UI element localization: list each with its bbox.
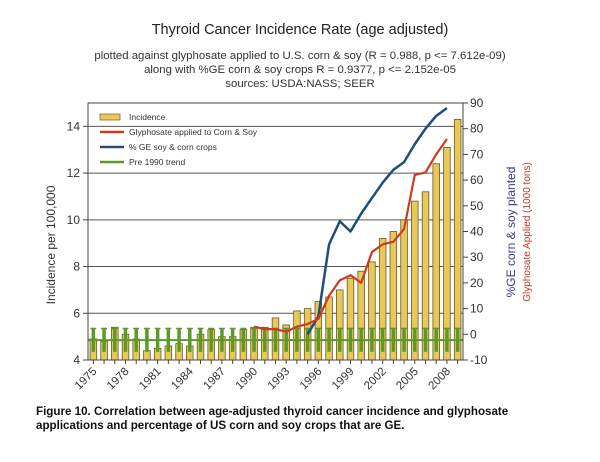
caption-line-2: applications and percentage of US corn a… (36, 419, 405, 432)
bar-incidence (143, 350, 151, 361)
legend-label-ge: % GE soy & corn crops (129, 142, 217, 152)
right-tick-label: 0 (470, 327, 477, 341)
x-tick-label: 1981 (137, 366, 164, 393)
left-axis: 4 6 8 10 12 14 (67, 119, 88, 367)
chart-subtitle-2: along with %GE corn & soy crops R = 0.93… (144, 64, 456, 76)
right-axis: -10 0 10 20 30 40 50 60 70 80 90 (463, 96, 488, 367)
x-axis: 1975 1978 1981 1984 1987 1990 1993 1996 1999 2002… (73, 360, 459, 393)
right-axis-label-ge: %GE corn & soy planted (504, 167, 518, 298)
left-tick-label: 14 (67, 119, 81, 133)
x-tick-label: 1993 (266, 366, 293, 393)
right-tick-label: 20 (470, 276, 484, 290)
right-tick-label: 40 (470, 225, 484, 239)
left-tick-label: 6 (73, 306, 80, 320)
right-axis-label-glyphosate: Glyphosate Applied (1000 tons) (522, 162, 533, 302)
x-tick-label: 1996 (298, 366, 325, 393)
legend-label-incidence: Incidence (129, 112, 166, 122)
right-tick-label: 90 (470, 96, 484, 110)
pre-1990-trend (88, 327, 463, 352)
x-tick-label: 2008 (426, 366, 453, 393)
x-tick-label: 1987 (201, 366, 228, 393)
y-axis-label: Incidence per 100,000 (44, 185, 58, 304)
left-tick-label: 8 (73, 260, 80, 274)
x-tick-label: 1984 (169, 365, 196, 392)
left-tick-label: 10 (67, 213, 81, 227)
caption-line-1: Figure 10. Correlation between age-adjus… (36, 405, 509, 418)
x-tick-label: 1999 (330, 366, 357, 393)
legend-swatch-incidence (99, 113, 121, 121)
right-tick-label: 60 (470, 173, 484, 187)
right-tick-label: -10 (470, 353, 488, 367)
figure-caption: Figure 10. Correlation between age-adjus… (36, 405, 596, 433)
x-tick-label: 2002 (362, 366, 389, 393)
x-tick-label: 1990 (234, 366, 261, 393)
bar-incidence (453, 118, 462, 361)
legend-label-trend: Pre 1990 trend (129, 157, 186, 167)
x-tick-label: 1975 (73, 366, 100, 393)
right-tick-label: 10 (470, 302, 484, 316)
legend-label-glyphosate: Glyphosate applied to Corn & Soy (129, 127, 258, 137)
left-tick-label: 4 (73, 353, 80, 367)
x-tick-label: 2005 (394, 366, 421, 393)
chart-subtitle-1: plotted against glyphosate applied to U.… (94, 50, 506, 62)
lines (253, 107, 448, 335)
right-tick-label: 70 (470, 147, 484, 161)
right-tick-label: 80 (470, 122, 484, 136)
line-ge-crops (306, 107, 448, 335)
left-tick-label: 12 (67, 166, 81, 180)
x-tick-label: 1978 (105, 366, 132, 393)
legend: Incidence Glyphosate applied to Corn & S… (99, 112, 258, 167)
bars (89, 118, 462, 361)
chart-title: Thyroid Cancer Incidence Rate (age adjus… (151, 22, 449, 38)
line-glyphosate (253, 138, 448, 333)
right-tick-label: 50 (470, 199, 484, 213)
chart-subtitle-3: sources: USDA:NASS; SEER (225, 78, 375, 90)
chart: 4 6 8 10 12 14 -10 0 10 20 30 40 50 60 70 80 90 1975 197… (44, 96, 533, 393)
right-tick-label: 30 (470, 250, 484, 264)
